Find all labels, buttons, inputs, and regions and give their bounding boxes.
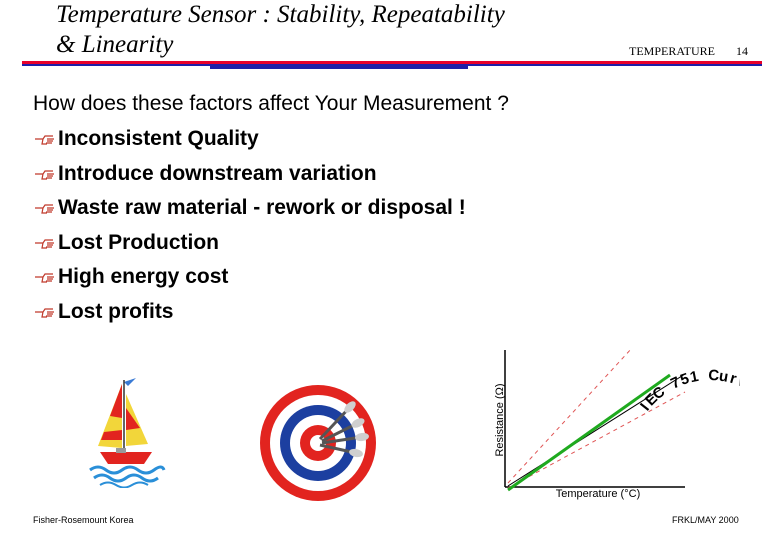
pointing-hand-icon — [35, 135, 54, 145]
page-number: 14 — [736, 44, 748, 58]
annotation-glyph: r — [728, 370, 739, 388]
pointing-hand-icon — [35, 308, 54, 318]
annotation-glyph: u — [718, 368, 730, 386]
bullet-item: Introduce downstream variation — [33, 157, 466, 192]
bullet-list: Inconsistent Quality Introduce downstrea… — [33, 122, 466, 329]
pointing-hand-icon — [35, 170, 54, 180]
bullet-text: Inconsistent Quality — [58, 127, 259, 151]
annotation-glyph: C — [708, 367, 720, 384]
bullet-item: High energy cost — [33, 260, 466, 295]
y-axis-label: Resistance (Ω) — [494, 383, 506, 456]
bullet-item: Lost Production — [33, 226, 466, 261]
sailboat-icon — [89, 378, 166, 488]
iec-751-curve-annotation: IEC751Curve — [637, 367, 740, 414]
slide-title: Temperature Sensor : Stability, Repeatab… — [56, 0, 616, 60]
bullet-item: Waste raw material - rework or disposal … — [33, 191, 466, 226]
series-upper-tolerance — [507, 347, 633, 484]
header-divider-blue — [22, 64, 762, 66]
annotation-glyph: v — [735, 373, 740, 392]
header-divider-accent — [210, 66, 468, 69]
slide-title-line-2: & Linearity — [56, 31, 174, 58]
pointing-hand-icon — [35, 204, 54, 214]
bullet-text: Lost Production — [58, 230, 219, 254]
bullet-text: Waste raw material - rework or disposal … — [58, 196, 466, 220]
section-label: TEMPERATURE — [629, 44, 716, 58]
footer-date: FRKL/MAY 2000 — [672, 515, 739, 525]
series-measured-response — [507, 373, 671, 492]
pointing-hand-icon — [35, 239, 54, 249]
annotation-glyph: 1 — [689, 368, 700, 386]
header-divider-red — [22, 61, 762, 64]
slide-title-line-1: Temperature Sensor : Stability, Repeatab… — [56, 1, 505, 28]
bullet-text: Introduce downstream variation — [58, 161, 377, 185]
dartboard-target-icon — [260, 385, 376, 501]
bullet-item: Inconsistent Quality — [33, 122, 466, 157]
bullet-item: Lost profits — [33, 295, 466, 330]
question-text: How does these factors affect Your Measu… — [33, 92, 509, 115]
bullet-text: Lost profits — [58, 299, 174, 323]
pointing-hand-icon — [35, 273, 54, 283]
footer-company: Fisher-Rosemount Korea — [33, 515, 134, 525]
series-lower-tolerance — [507, 391, 686, 489]
x-axis-label: Temperature (°C) — [556, 488, 640, 500]
bullet-text: High energy cost — [58, 265, 229, 289]
